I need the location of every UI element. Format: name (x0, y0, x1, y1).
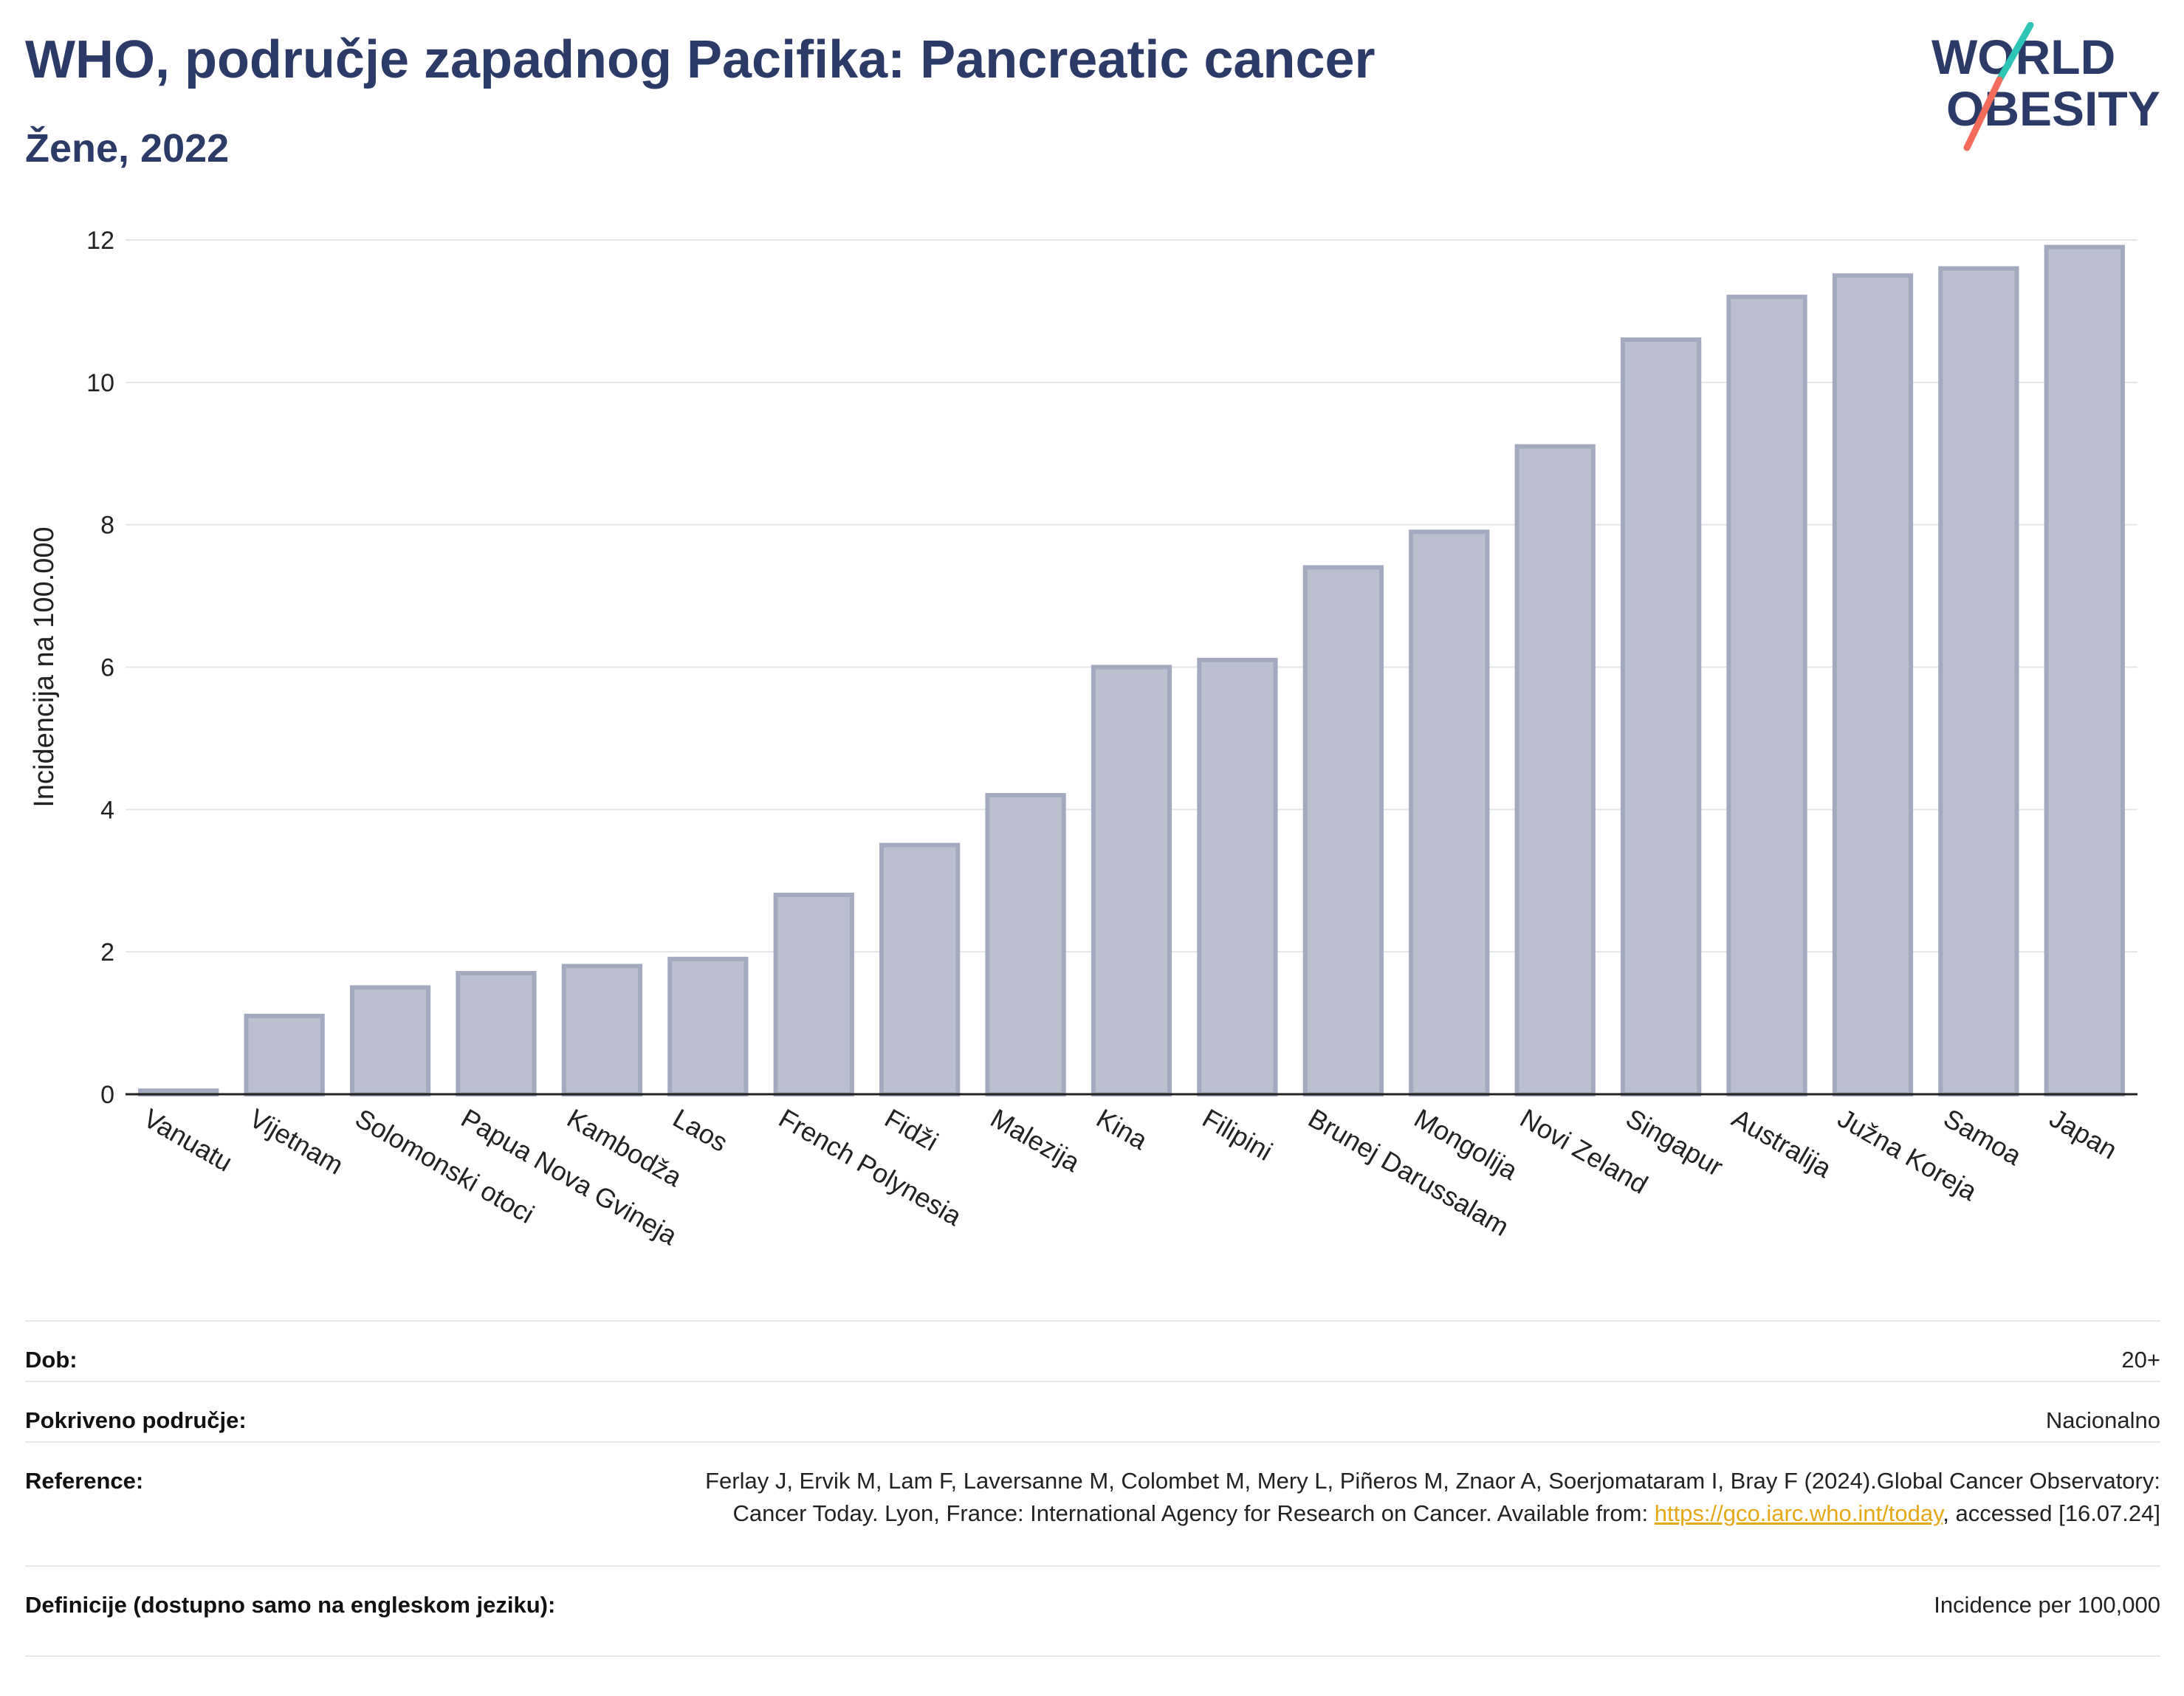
bar-mongolija (1409, 529, 1490, 1096)
bar-južna-koreja (1832, 273, 1914, 1096)
definitions-value: Incidence per 100,000 (1934, 1592, 2160, 1618)
x-tick-label: Kina (1091, 1102, 1153, 1156)
x-tick-label: Filipini (1198, 1102, 1278, 1167)
page-subtitle: Žene, 2022 (25, 126, 230, 171)
bar-fidži (879, 842, 961, 1097)
coverage-label: Pokriveno područje: (25, 1407, 247, 1433)
bar-singapur (1620, 337, 1702, 1096)
bar-kina (1091, 665, 1172, 1096)
logo-line2: OBESITY (1946, 81, 2160, 136)
meta-row-definitions: Definicije (dostupno samo na engleskom j… (25, 1565, 2160, 1657)
metadata-table: Dob: 20+ Pokriveno područje: Nacionalno … (25, 1320, 2160, 1657)
bar-kambodža (561, 964, 643, 1096)
x-tick-label: Malezija (986, 1102, 1086, 1178)
bars (138, 244, 2125, 1097)
y-tick-labels: 0 2 4 6 8 10 12 (86, 227, 114, 1109)
bar-malezija (985, 793, 1066, 1096)
y-axis-label: Incidencija na 100.000 (29, 526, 60, 807)
x-tick-label: Vijetnam (244, 1102, 348, 1180)
bar-laos (667, 956, 749, 1097)
bar-japan (2044, 244, 2125, 1096)
page-title: WHO, područje zapadnog Pacifika: Pancrea… (25, 30, 1376, 89)
y-tick-label: 6 (100, 654, 114, 682)
bar-brunej-darussalam (1302, 565, 1384, 1096)
bar-samoa (1938, 266, 2019, 1097)
reference-label: Reference: (25, 1468, 144, 1494)
meta-row-reference: Reference: Ferlay J, Ervik M, Lam F, Lav… (25, 1441, 2160, 1565)
reference-text-1: Ferlay J, Ervik M, Lam F, Laversanne M, … (705, 1468, 2160, 1526)
bar-novi-zeland (1514, 444, 1596, 1096)
logo-slash-coral (1963, 76, 2003, 151)
meta-row-coverage: Pokriveno područje: Nacionalno (25, 1381, 2160, 1441)
y-tick-label: 12 (86, 227, 114, 255)
y-tick-label: 2 (100, 938, 114, 967)
bar-chart: 0 2 4 6 8 10 12 Vanuatu Vijetnam Solomonski otoc… (29, 227, 2137, 1252)
bar-australija (1726, 295, 1807, 1097)
logo-slash-teal (1996, 22, 2034, 83)
meta-row-age: Dob: 20+ (25, 1320, 2160, 1381)
age-label: Dob: (25, 1347, 78, 1373)
x-tick-label: Vanuatu (139, 1102, 238, 1177)
world-obesity-logo: WORLD OBESITY (1931, 22, 2160, 151)
age-value: 20+ (2121, 1347, 2160, 1373)
x-tick-label: Solomonski otoci (350, 1102, 539, 1229)
reference-link[interactable]: https://gco.iarc.who.int/today (1654, 1500, 1943, 1526)
definitions-label: Definicije (dostupno samo na engleskom j… (25, 1592, 556, 1618)
x-tick-label: Australija (1727, 1102, 1838, 1184)
x-tick-label: Japan (2044, 1102, 2122, 1165)
coverage-value: Nacionalno (2045, 1407, 2160, 1433)
bar-filipini (1197, 657, 1278, 1096)
bar-papua-nova-gvineja (456, 971, 537, 1097)
bar-french-polynesia (773, 893, 854, 1096)
x-tick-label: Samoa (1939, 1102, 2027, 1171)
x-tick-label: Brunej Darussalam (1303, 1102, 1514, 1242)
y-tick-label: 8 (100, 512, 114, 540)
bar-solomonski-otoci (349, 985, 431, 1096)
reference-text-2: , accessed [16.07.24] (1943, 1500, 2160, 1526)
x-tick-label: Laos (668, 1102, 733, 1158)
y-tick-label: 0 (100, 1081, 114, 1109)
reference-value: Ferlay J, Ervik M, Lam F, Laversanne M, … (684, 1443, 2160, 1565)
x-tick-label: Fidži (879, 1102, 943, 1157)
y-tick-label: 10 (86, 369, 114, 397)
bar-vijetnam (244, 1013, 325, 1096)
y-tick-label: 4 (100, 796, 114, 824)
x-tick-label: French Polynesia (774, 1102, 967, 1232)
